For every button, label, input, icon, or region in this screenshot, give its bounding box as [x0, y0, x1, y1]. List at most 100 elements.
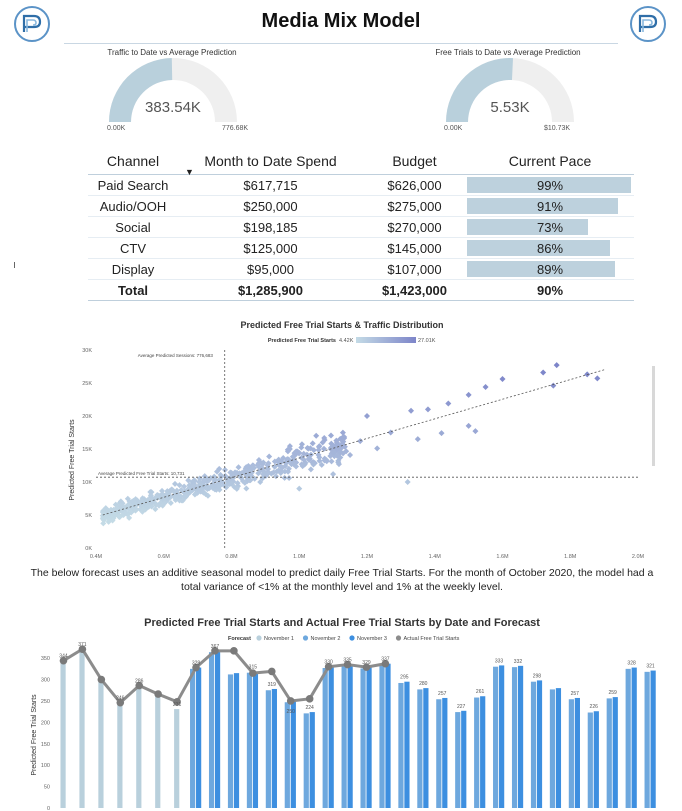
scatter-point[interactable]	[364, 413, 370, 419]
forecast-bar[interactable]	[593, 711, 599, 808]
actual-trials-point[interactable]	[249, 669, 257, 677]
scatter-point[interactable]	[550, 382, 557, 389]
forecast-bar[interactable]	[246, 672, 253, 808]
scatter-point[interactable]	[124, 495, 131, 502]
scatter-point[interactable]	[259, 475, 266, 482]
scatter-point[interactable]	[172, 480, 179, 487]
forecast-bar[interactable]	[271, 688, 277, 808]
legend-label[interactable]: November 1	[264, 636, 294, 642]
scatter-point[interactable]	[245, 464, 252, 471]
forecast-bar[interactable]	[493, 666, 499, 808]
forecast-bar[interactable]	[290, 700, 296, 808]
scatter-point[interactable]	[129, 498, 136, 505]
forecast-bar[interactable]	[79, 649, 85, 808]
scatter-point[interactable]	[465, 391, 472, 398]
legend-marker[interactable]	[349, 635, 355, 641]
scatter-point[interactable]	[299, 463, 306, 470]
actual-trials-point[interactable]	[286, 697, 295, 705]
scatter-point[interactable]	[465, 422, 472, 429]
forecast-bar[interactable]	[499, 665, 505, 808]
scatter-point[interactable]	[284, 446, 291, 453]
scatter-point[interactable]	[257, 478, 264, 485]
scatter-point[interactable]	[330, 443, 337, 450]
forecast-bar[interactable]	[208, 652, 215, 808]
scatter-point[interactable]	[172, 490, 179, 497]
scatter-point[interactable]	[138, 498, 145, 505]
forecast-bar[interactable]	[190, 668, 196, 808]
scatter-point[interactable]	[216, 479, 223, 486]
scatter-point[interactable]	[272, 473, 279, 480]
scatter-point[interactable]	[270, 469, 277, 476]
scatter-point[interactable]	[255, 470, 262, 477]
scatter-point[interactable]	[275, 456, 282, 463]
scatter-point[interactable]	[125, 510, 132, 517]
scatter-point[interactable]	[211, 477, 218, 484]
scatter-point[interactable]	[224, 477, 231, 484]
scatter-point[interactable]	[313, 432, 320, 439]
actual-trials-point[interactable]	[135, 681, 144, 690]
scatter-point[interactable]	[148, 489, 155, 496]
scatter-point[interactable]	[199, 487, 206, 494]
actual-trials-point[interactable]	[173, 698, 181, 706]
forecast-bar[interactable]	[341, 665, 347, 808]
scatter-point[interactable]	[181, 483, 188, 490]
forecast-bar[interactable]	[265, 690, 271, 808]
scatter-point[interactable]	[122, 509, 129, 516]
scatter-point[interactable]	[223, 484, 230, 491]
forecast-bar[interactable]	[360, 668, 366, 808]
scatter-point[interactable]	[189, 479, 196, 486]
scatter-point[interactable]	[255, 460, 262, 467]
scatter-point[interactable]	[140, 506, 147, 513]
scatter-point[interactable]	[214, 468, 221, 475]
actual-trials-point[interactable]	[78, 645, 87, 653]
actual-trials-point[interactable]	[97, 675, 106, 684]
scatter-point[interactable]	[228, 480, 235, 487]
scatter-point[interactable]	[222, 466, 229, 473]
scatter-point[interactable]	[594, 375, 601, 382]
scatter-point[interactable]	[316, 454, 323, 461]
actual-trials-point[interactable]	[192, 663, 200, 672]
scatter-point[interactable]	[340, 450, 347, 457]
forecast-bar[interactable]	[568, 699, 574, 808]
scatter-point[interactable]	[197, 486, 204, 493]
scatter-point[interactable]	[227, 469, 234, 476]
scatter-point[interactable]	[235, 464, 242, 471]
scatter-point[interactable]	[374, 445, 381, 452]
actual-trials-point[interactable]	[116, 698, 125, 707]
actual-trials-point[interactable]	[381, 659, 390, 668]
scatter-point[interactable]	[191, 491, 198, 498]
scatter-point[interactable]	[482, 383, 489, 390]
scatter-point[interactable]	[177, 493, 184, 500]
scatter-point[interactable]	[357, 438, 364, 445]
legend-marker[interactable]	[256, 635, 262, 641]
scatter-point[interactable]	[472, 428, 479, 435]
forecast-bar[interactable]	[455, 712, 461, 808]
scatter-point[interactable]	[233, 485, 240, 492]
scatter-point[interactable]	[307, 445, 314, 452]
scatter-point[interactable]	[202, 491, 209, 498]
scatter-point[interactable]	[145, 503, 152, 510]
scatter-point[interactable]	[111, 512, 118, 519]
forecast-bar[interactable]	[549, 689, 556, 808]
scatter-point[interactable]	[341, 434, 348, 441]
scatter-point[interactable]	[160, 492, 167, 499]
scatter-point[interactable]	[281, 474, 288, 481]
forecast-bar[interactable]	[606, 698, 612, 808]
scatter-point[interactable]	[137, 502, 144, 509]
actual-trials-point[interactable]	[343, 660, 352, 669]
scatter-point[interactable]	[408, 407, 415, 414]
forecast-bar[interactable]	[474, 697, 480, 808]
scatter-point[interactable]	[100, 512, 107, 519]
legend-label[interactable]: Actual Free Trial Starts	[404, 636, 460, 642]
scatter-point[interactable]	[320, 445, 327, 452]
scatter-point[interactable]	[291, 461, 298, 468]
forecast-bar[interactable]	[347, 664, 353, 808]
column-header-pace[interactable]: Current Pace	[508, 153, 592, 169]
scatter-point[interactable]	[260, 459, 267, 466]
scatter-point[interactable]	[264, 465, 271, 472]
scatter-point[interactable]	[110, 507, 117, 514]
forecast-bar[interactable]	[612, 697, 618, 808]
forecast-bar[interactable]	[404, 681, 410, 808]
forecast-bar[interactable]	[136, 685, 142, 808]
scatter-point[interactable]	[306, 455, 313, 462]
